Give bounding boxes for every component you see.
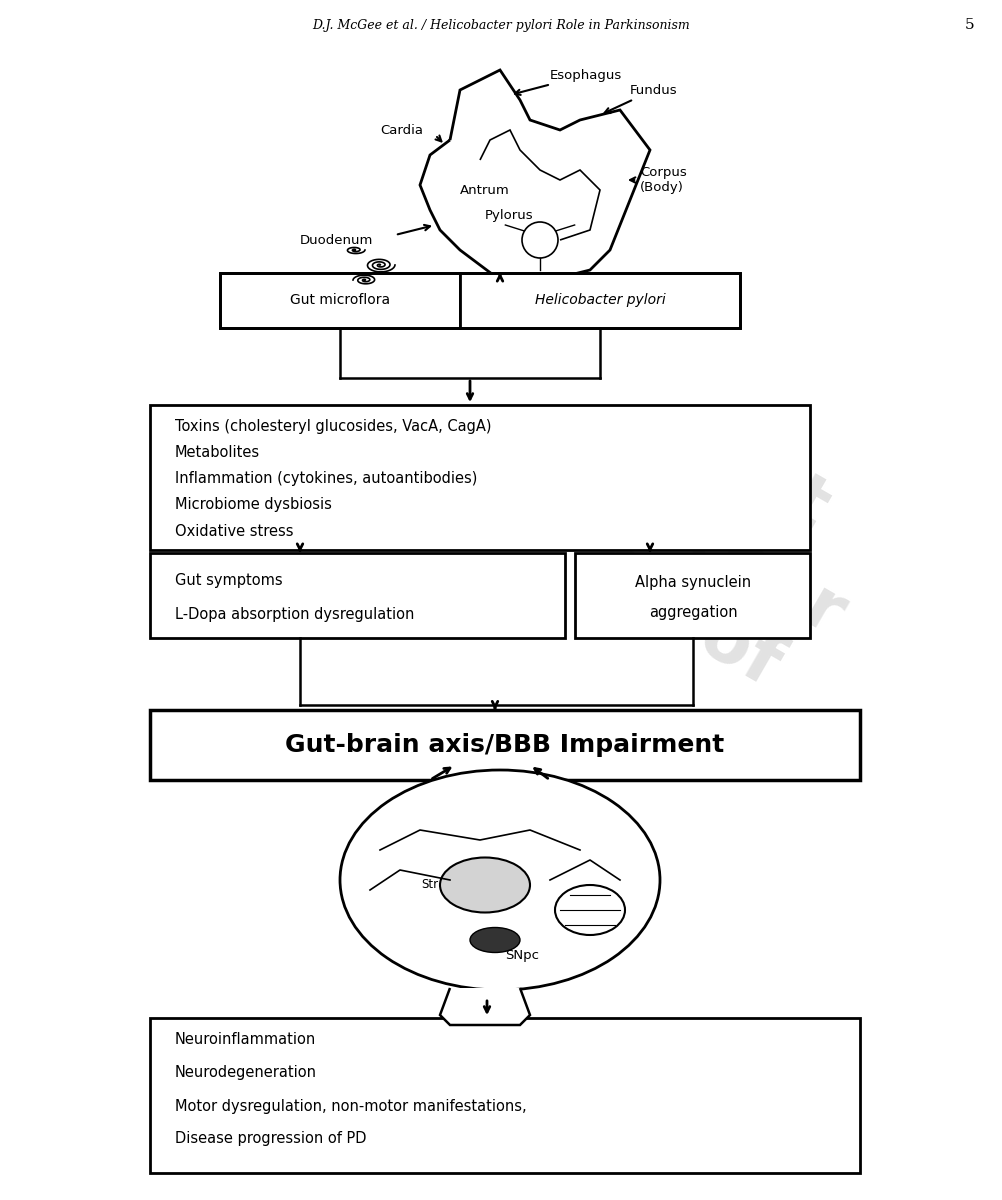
Text: Duodenum: Duodenum: [300, 234, 374, 246]
Ellipse shape: [470, 928, 520, 953]
Text: Gut microflora: Gut microflora: [290, 293, 390, 307]
Text: Fundus: Fundus: [604, 84, 677, 113]
FancyBboxPatch shape: [460, 272, 740, 328]
FancyBboxPatch shape: [220, 272, 460, 328]
Text: Cardia: Cardia: [380, 124, 423, 137]
Text: Metabolites: Metabolites: [175, 445, 261, 461]
Text: Gut-brain axis/BBB Impairment: Gut-brain axis/BBB Impairment: [286, 733, 724, 757]
FancyBboxPatch shape: [575, 552, 810, 637]
Text: Str: Str: [422, 878, 439, 892]
Text: Antrum: Antrum: [460, 184, 510, 197]
FancyBboxPatch shape: [150, 710, 860, 780]
Text: Motor dysregulation, non-motor manifestations,: Motor dysregulation, non-motor manifesta…: [175, 1098, 527, 1114]
FancyBboxPatch shape: [150, 1018, 860, 1174]
Text: Neurodegeneration: Neurodegeneration: [175, 1066, 317, 1080]
Text: Esophagus: Esophagus: [515, 68, 622, 95]
Ellipse shape: [340, 770, 660, 990]
Text: Neuroinflammation: Neuroinflammation: [175, 1032, 317, 1048]
FancyBboxPatch shape: [150, 404, 810, 550]
FancyBboxPatch shape: [150, 552, 565, 637]
Text: Not
Author
Proof: Not Author Proof: [542, 382, 898, 719]
Text: Corpus
(Body): Corpus (Body): [630, 166, 686, 194]
Text: aggregation: aggregation: [648, 606, 737, 620]
Ellipse shape: [440, 858, 530, 912]
Text: Pylorus: Pylorus: [485, 209, 534, 222]
Text: 5: 5: [965, 18, 975, 32]
Text: Disease progression of PD: Disease progression of PD: [175, 1132, 367, 1146]
Text: Inflammation (cytokines, autoantibodies): Inflammation (cytokines, autoantibodies): [175, 472, 477, 486]
Text: Gut symptoms: Gut symptoms: [175, 572, 283, 588]
Ellipse shape: [555, 886, 625, 935]
Text: Oxidative stress: Oxidative stress: [175, 523, 294, 539]
Text: L-Dopa absorption dysregulation: L-Dopa absorption dysregulation: [175, 607, 415, 623]
Text: SNpc: SNpc: [505, 948, 539, 961]
Text: D.J. McGee et al. / Helicobacter pylori Role in Parkinsonism: D.J. McGee et al. / Helicobacter pylori …: [313, 18, 689, 31]
Text: Helicobacter pylori: Helicobacter pylori: [535, 293, 665, 307]
Text: Toxins (cholesteryl glucosides, VacA, CagA): Toxins (cholesteryl glucosides, VacA, Ca…: [175, 420, 492, 434]
Text: Microbiome dysbiosis: Microbiome dysbiosis: [175, 498, 332, 512]
PathPatch shape: [440, 988, 530, 1025]
Text: Alpha synuclein: Alpha synuclein: [635, 576, 752, 590]
